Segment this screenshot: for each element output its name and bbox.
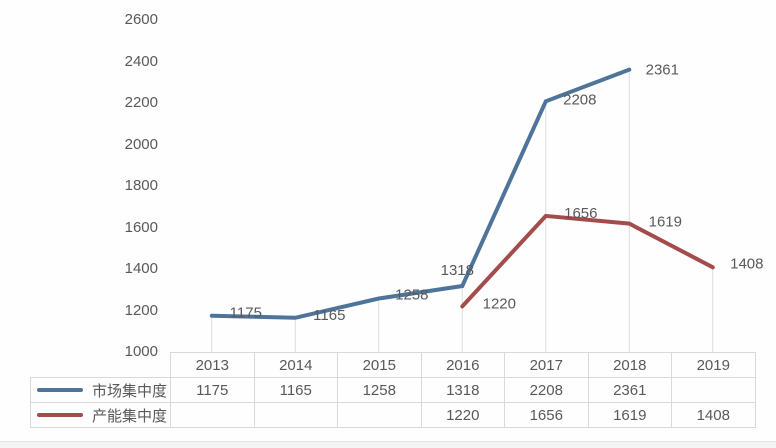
table-row-1: 市场集中度 1175 1165 1258 1318 2208 2361 [30, 377, 756, 403]
series-line-1 [209, 67, 632, 320]
value-cell-2017-row1: 2208 [504, 377, 589, 403]
data-label-1165: 1165 [313, 307, 345, 324]
legend-line-sample-2 [37, 413, 83, 417]
value-cell-2018-row2: 1619 [587, 402, 672, 428]
bottom-divider [0, 441, 776, 448]
legend-label-1: 市场集中度 [92, 382, 168, 400]
value-cell-2014-row2 [253, 402, 338, 428]
value-cell-2014-row1: 1165 [253, 377, 338, 403]
data-label-1175: 1175 [230, 305, 262, 322]
year-header-2014: 2014 [253, 352, 338, 378]
y-tick-label-2400: 2400 [124, 52, 158, 70]
year-header-2016: 2016 [420, 352, 505, 378]
y-tick-label-2600: 2600 [124, 11, 158, 28]
data-label-1619: 1619 [649, 214, 682, 231]
year-header-2015: 2015 [337, 352, 422, 378]
value-cell-2015-row1: 1258 [337, 377, 422, 403]
data-label-2361: 2361 [646, 62, 679, 79]
year-header-2019: 2019 [671, 352, 756, 378]
data-label-1220: 1220 [483, 295, 516, 312]
year-header-2013: 2013 [170, 352, 255, 378]
data-label-1408: 1408 [730, 255, 763, 272]
y-tick-label-1200: 1200 [124, 301, 158, 319]
y-tick-label-2200: 2200 [124, 94, 158, 111]
legend-header-blank [31, 353, 171, 378]
value-cell-2017-row2: 1656 [504, 402, 589, 428]
y-tick-label-1000: 1000 [124, 343, 158, 360]
legend-cell-1: 市场集中度 [30, 377, 171, 403]
legend-line-sample-1 [37, 388, 83, 392]
value-cell-2016-row2: 1220 [420, 402, 505, 428]
table-row-2: 产能集中度 1220 1656 1619 1408 [30, 402, 756, 428]
data-table-body: 市场集中度 1175 1165 1258 1318 2208 2361 产能集中度 1220 16… [30, 377, 756, 428]
value-cell-2018-row1: 2361 [587, 377, 672, 403]
data-table: 2013 2014 2015 2016 2017 2018 2019 市场集中度 1175 11… [30, 352, 756, 428]
legend-cell-2: 产能集中度 [30, 402, 171, 428]
year-header-2018: 2018 [587, 352, 672, 378]
value-cell-2016-row1: 1318 [420, 377, 505, 403]
value-cell-2013-row1: 1175 [170, 377, 255, 403]
data-label-2208: 2208 [563, 91, 596, 108]
y-tick-label-2000: 2000 [124, 135, 158, 153]
value-cell-2015-row2 [337, 402, 422, 428]
data-label-1318: 1318 [441, 262, 474, 279]
data-label-1656: 1656 [564, 205, 597, 222]
legend-label-2: 产能集中度 [92, 407, 168, 425]
data-label-1258: 1258 [395, 287, 428, 304]
data-table-header: 2013 2014 2015 2016 2017 2018 2019 [31, 352, 756, 378]
value-cell-2019-row1 [671, 377, 756, 403]
y-tick-label-1400: 1400 [124, 260, 158, 277]
value-cell-2013-row2 [170, 402, 255, 428]
y-tick-label-1800: 1800 [124, 177, 158, 194]
y-tick-label-1600: 1600 [124, 218, 158, 236]
year-header-2017: 2017 [504, 352, 589, 378]
series-line-2 [460, 213, 715, 309]
value-cell-2019-row2: 1408 [671, 402, 756, 428]
